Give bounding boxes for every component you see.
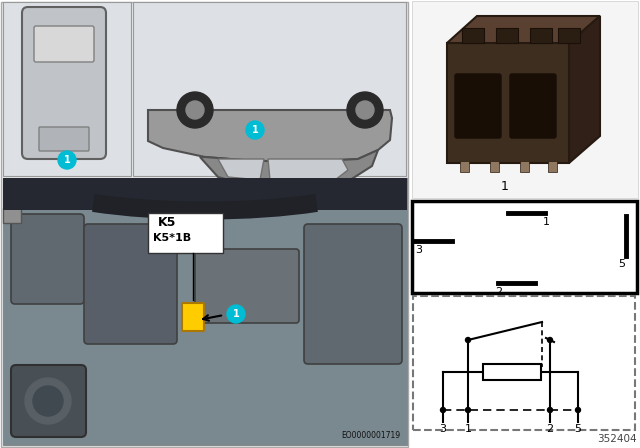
Bar	[3, 178, 407, 210]
Text: 3: 3	[415, 245, 422, 255]
FancyBboxPatch shape	[34, 26, 94, 62]
FancyBboxPatch shape	[455, 74, 501, 138]
Bar	[490, 161, 499, 172]
Bar	[133, 2, 406, 176]
Polygon shape	[569, 16, 600, 163]
Bar	[530, 28, 552, 43]
FancyBboxPatch shape	[195, 249, 299, 323]
Text: 5: 5	[575, 424, 582, 434]
Circle shape	[25, 378, 71, 424]
Circle shape	[547, 408, 552, 413]
Text: 1: 1	[63, 155, 70, 165]
Polygon shape	[218, 159, 264, 180]
Bar	[462, 28, 484, 43]
FancyBboxPatch shape	[22, 7, 106, 159]
Bar	[520, 161, 529, 172]
Circle shape	[440, 408, 445, 413]
Circle shape	[347, 92, 383, 128]
Bar	[483, 364, 541, 380]
Text: K5: K5	[158, 215, 177, 228]
Text: EO0000001719: EO0000001719	[341, 431, 400, 440]
Polygon shape	[447, 16, 600, 43]
Bar	[412, 1, 638, 198]
Circle shape	[356, 101, 374, 119]
Bar	[3, 2, 131, 176]
Bar	[447, 43, 569, 163]
Circle shape	[186, 101, 204, 119]
FancyBboxPatch shape	[304, 224, 402, 364]
Circle shape	[246, 121, 264, 139]
Bar	[413, 296, 635, 430]
Bar	[3, 178, 407, 445]
Bar	[460, 161, 469, 172]
Bar	[496, 28, 518, 43]
Circle shape	[465, 408, 470, 413]
Text: K5*1B: K5*1B	[153, 233, 191, 243]
Circle shape	[177, 92, 213, 128]
FancyBboxPatch shape	[39, 127, 89, 151]
Text: 2: 2	[547, 424, 554, 434]
Polygon shape	[148, 110, 392, 161]
FancyBboxPatch shape	[84, 224, 177, 344]
Text: 3: 3	[440, 424, 447, 434]
Circle shape	[575, 408, 580, 413]
Circle shape	[58, 151, 76, 169]
Circle shape	[547, 337, 552, 343]
Bar	[558, 28, 580, 43]
Circle shape	[465, 337, 470, 343]
Bar	[148, 213, 223, 253]
Text: 1: 1	[501, 180, 509, 193]
Text: 5: 5	[618, 259, 625, 269]
Text: 1: 1	[465, 424, 472, 434]
Bar	[1, 2, 408, 447]
Text: 1: 1	[543, 217, 550, 227]
Polygon shape	[200, 150, 378, 186]
Text: 1: 1	[232, 309, 239, 319]
FancyBboxPatch shape	[11, 214, 84, 304]
Bar	[548, 161, 557, 172]
Text: 1: 1	[252, 125, 259, 135]
Bar	[3, 208, 21, 223]
Bar	[412, 201, 637, 293]
Text: 2: 2	[495, 287, 502, 297]
FancyBboxPatch shape	[182, 303, 204, 331]
Polygon shape	[268, 159, 348, 180]
FancyBboxPatch shape	[11, 365, 86, 437]
FancyBboxPatch shape	[510, 74, 556, 138]
Circle shape	[227, 305, 245, 323]
Text: 352404: 352404	[597, 434, 637, 444]
Circle shape	[33, 386, 63, 416]
